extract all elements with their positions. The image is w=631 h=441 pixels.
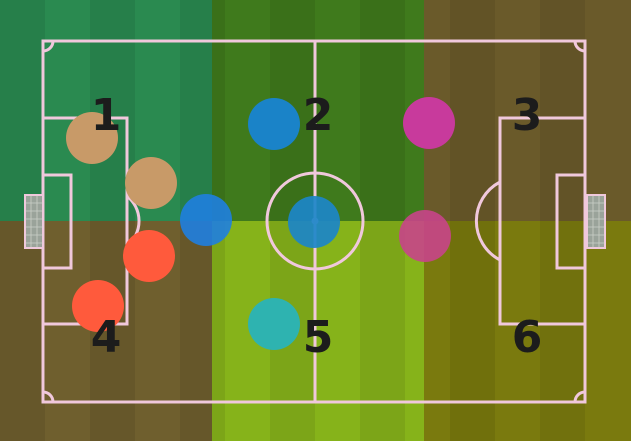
left-goal: [24, 194, 44, 249]
corner-arc-bl: [42, 390, 55, 403]
zone-label-4: 4: [91, 312, 122, 363]
corner-arc-tl: [42, 40, 55, 53]
player-blue-top[interactable]: [248, 98, 300, 150]
zone-6: [424, 221, 631, 441]
corner-arc-br: [573, 390, 586, 403]
right-penalty-arc: [474, 180, 501, 262]
zone-label-5: 5: [303, 312, 334, 363]
zone-label-3: 3: [512, 90, 543, 141]
center-circle: [265, 171, 365, 271]
player-orange-mid[interactable]: [123, 230, 175, 282]
player-tan-mid[interactable]: [125, 157, 177, 209]
zone-4: [0, 221, 212, 441]
right-goal-box: [555, 173, 587, 270]
zone-3: [424, 0, 631, 221]
player-blue-left[interactable]: [180, 194, 232, 246]
corner-arc-tr: [573, 40, 586, 53]
player-magenta-mid[interactable]: [399, 210, 451, 262]
zone-label-1: 1: [91, 90, 122, 141]
zone-label-6: 6: [512, 312, 543, 363]
players: [66, 97, 455, 350]
player-blue-center[interactable]: [288, 196, 340, 248]
right-goal: [586, 194, 606, 249]
player-tan-top[interactable]: [66, 112, 118, 164]
player-teal-bottom[interactable]: [248, 298, 300, 350]
zone-label-2: 2: [303, 90, 334, 141]
zone-labels: 1 2 3 4 5 6: [91, 90, 543, 363]
zone-2: [212, 0, 424, 221]
player-orange-bottom[interactable]: [72, 280, 124, 332]
player-magenta-top[interactable]: [403, 97, 455, 149]
zone-5: [212, 221, 424, 441]
